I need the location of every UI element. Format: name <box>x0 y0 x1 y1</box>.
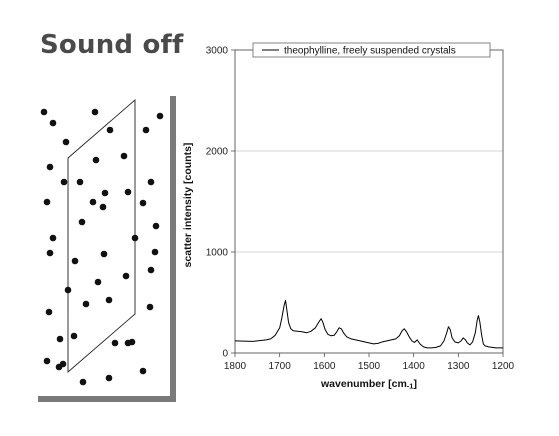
illustration-shadow-right <box>170 96 176 402</box>
crystal-dot <box>43 198 51 206</box>
crystal-dot <box>45 308 53 316</box>
crystal-dot <box>76 178 84 186</box>
x-axis-title-superscript: -1 <box>407 382 414 391</box>
crystal-dot <box>49 234 57 242</box>
crystal-dot <box>156 112 164 120</box>
y-tick-label: 1000 <box>206 248 229 259</box>
legend-label: theophylline, freely suspended crystals <box>284 46 456 57</box>
y-axis-ticks: 0 1000 2000 3000 <box>206 46 235 360</box>
x-tick-label: 1800 <box>224 361 247 372</box>
crystal-dot <box>142 126 150 134</box>
crystal-dot <box>82 300 90 308</box>
crystal-dot <box>91 108 99 116</box>
x-tick-label: 1600 <box>313 361 336 372</box>
focal-plane-parallelogram <box>67 99 136 373</box>
legend-box <box>252 42 491 58</box>
x-axis-title: wavenumber [cm-1] <box>320 378 417 391</box>
x-axis-ticks: 1800 1700 1600 1500 1400 1300 1200 <box>224 353 515 372</box>
crystal-dot <box>43 357 51 365</box>
x-tick-label: 1200 <box>492 361 515 372</box>
crystal-dot <box>139 199 147 207</box>
crystal-dot <box>62 138 70 146</box>
crystal-dot <box>139 367 147 375</box>
crystal-dot <box>105 296 113 304</box>
crystal-dot <box>122 272 130 280</box>
crystal-dot <box>70 332 78 340</box>
crystal-dot <box>46 249 54 257</box>
crystal-dot <box>146 303 154 311</box>
crystal-dot <box>151 248 159 256</box>
crystal-dot <box>78 218 86 226</box>
y-tick-label: 3000 <box>206 46 229 57</box>
crystal-dot <box>99 203 107 211</box>
x-tick-label: 1500 <box>358 361 381 372</box>
x-tick-label: 1300 <box>447 361 470 372</box>
crystal-dot <box>92 156 100 164</box>
crystal-dot <box>111 339 119 347</box>
crystal-dot <box>147 178 155 186</box>
crystal-dot <box>40 108 48 116</box>
crystal-dot <box>101 189 109 197</box>
x-axis-title-close: ] <box>413 378 417 390</box>
crystal-dot <box>120 152 128 160</box>
y-tick-label: 2000 <box>206 147 229 158</box>
crystal-dot <box>89 198 97 206</box>
crystal-dot <box>128 338 136 346</box>
crystal-dot <box>79 378 87 386</box>
y-axis-title: scatter intensity [counts] <box>182 143 194 268</box>
crystal-dot <box>131 234 139 242</box>
crystal-dot <box>60 178 68 186</box>
crystal-dot <box>124 188 132 196</box>
crystal-dot <box>100 250 108 258</box>
x-tick-label: 1400 <box>403 361 426 372</box>
crystal-dot <box>56 335 64 343</box>
crystal-dot <box>71 257 79 265</box>
crystal-dot <box>49 119 57 127</box>
crystal-dot <box>64 286 72 294</box>
series-line-0 <box>235 300 503 349</box>
plot-area-frame <box>234 49 504 354</box>
crystal-dot <box>106 126 114 134</box>
y-tick-label: 0 <box>222 349 228 360</box>
illustration-shadow-bottom <box>38 396 176 402</box>
slide-title: Sound off <box>40 30 184 60</box>
crystal-particles <box>40 108 164 386</box>
x-axis-title-main: wavenumber [cm <box>320 378 407 390</box>
crystal-dot <box>94 278 102 286</box>
crystal-dot <box>152 222 160 230</box>
crystal-dot <box>147 266 155 274</box>
x-tick-label: 1700 <box>269 361 292 372</box>
grid-lines <box>235 150 503 253</box>
crystal-dot <box>105 374 113 382</box>
crystal-dot <box>59 360 67 368</box>
series-lines <box>235 300 503 349</box>
crystal-dot <box>46 163 54 171</box>
